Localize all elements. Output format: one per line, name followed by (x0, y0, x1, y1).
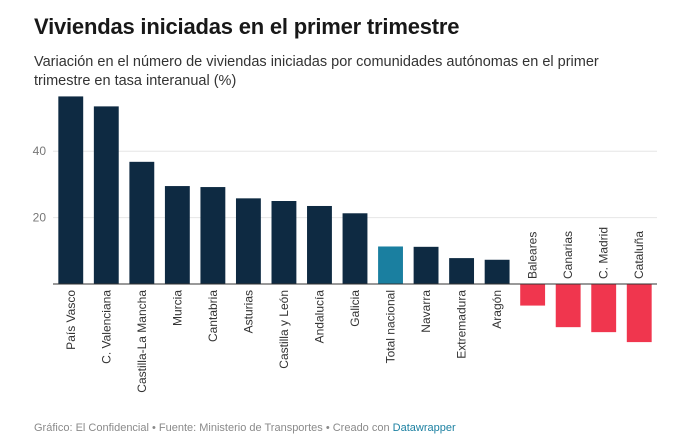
bar-cantabria (200, 187, 226, 284)
category-label-aragon: Aragón (490, 290, 504, 329)
bar-pais-vasco (58, 96, 84, 284)
category-label-c-valenciana: C. Valenciana (99, 290, 113, 364)
category-label-galicia: Galicia (348, 290, 362, 327)
bar-extremadura (449, 258, 475, 284)
category-label-c-madrid: C. Madrid (597, 227, 611, 279)
bar-murcia (164, 186, 190, 284)
bar-andalucia (307, 205, 332, 284)
category-label-navarra: Navarra (419, 290, 433, 333)
chart-title: Viviendas iniciadas en el primer trimest… (34, 14, 460, 39)
bar-aragon (484, 259, 510, 284)
bar-galicia (342, 213, 368, 284)
bars (58, 96, 652, 343)
category-label-castilla-la-mancha: Castilla-La Mancha (135, 290, 149, 393)
bar-castilla-y-leon (271, 201, 297, 284)
category-label-murcia: Murcia (170, 290, 184, 326)
category-label-extremadura: Extremadura (455, 290, 469, 359)
bar-c-valenciana (93, 106, 119, 284)
category-label-pais-vasco: País Vasco (64, 290, 78, 350)
chart-subtitle: Variación en el número de viviendas inic… (34, 54, 599, 89)
bar-canarias (555, 284, 581, 328)
bar-navarra (413, 246, 439, 284)
category-label-cantabria: Cantabria (206, 290, 220, 342)
category-labels: País Vasco C. Valenciana Castilla-La Manch… (64, 227, 646, 393)
category-label-canarias: Canarias (561, 231, 575, 279)
y-tick-label: 20 (33, 211, 47, 225)
footer-credit-text: Gráfico: El Confidencial • Fuente: Minis… (34, 422, 393, 434)
category-label-baleares: Baleares (526, 232, 540, 279)
y-tick-label: 40 (33, 144, 47, 158)
category-label-asturias: Asturias (241, 290, 255, 333)
bar-c-madrid (591, 284, 617, 333)
bar-castilla-la-mancha (129, 161, 155, 284)
bar-cataluna (626, 284, 652, 343)
category-label-total-nacional: Total nacional (384, 290, 398, 363)
category-label-cataluna: Cataluña (632, 231, 646, 279)
datawrapper-link[interactable]: Datawrapper (392, 422, 456, 434)
bar-asturias (235, 198, 261, 284)
footer-credit: Gráfico: El Confidencial • Fuente: Minis… (34, 422, 456, 434)
category-label-castilla-y-leon: Castilla y León (277, 290, 291, 369)
bar-baleares (520, 284, 546, 306)
bar-total-nacional (378, 246, 403, 284)
category-label-andalucia: Andalucía (312, 290, 326, 344)
